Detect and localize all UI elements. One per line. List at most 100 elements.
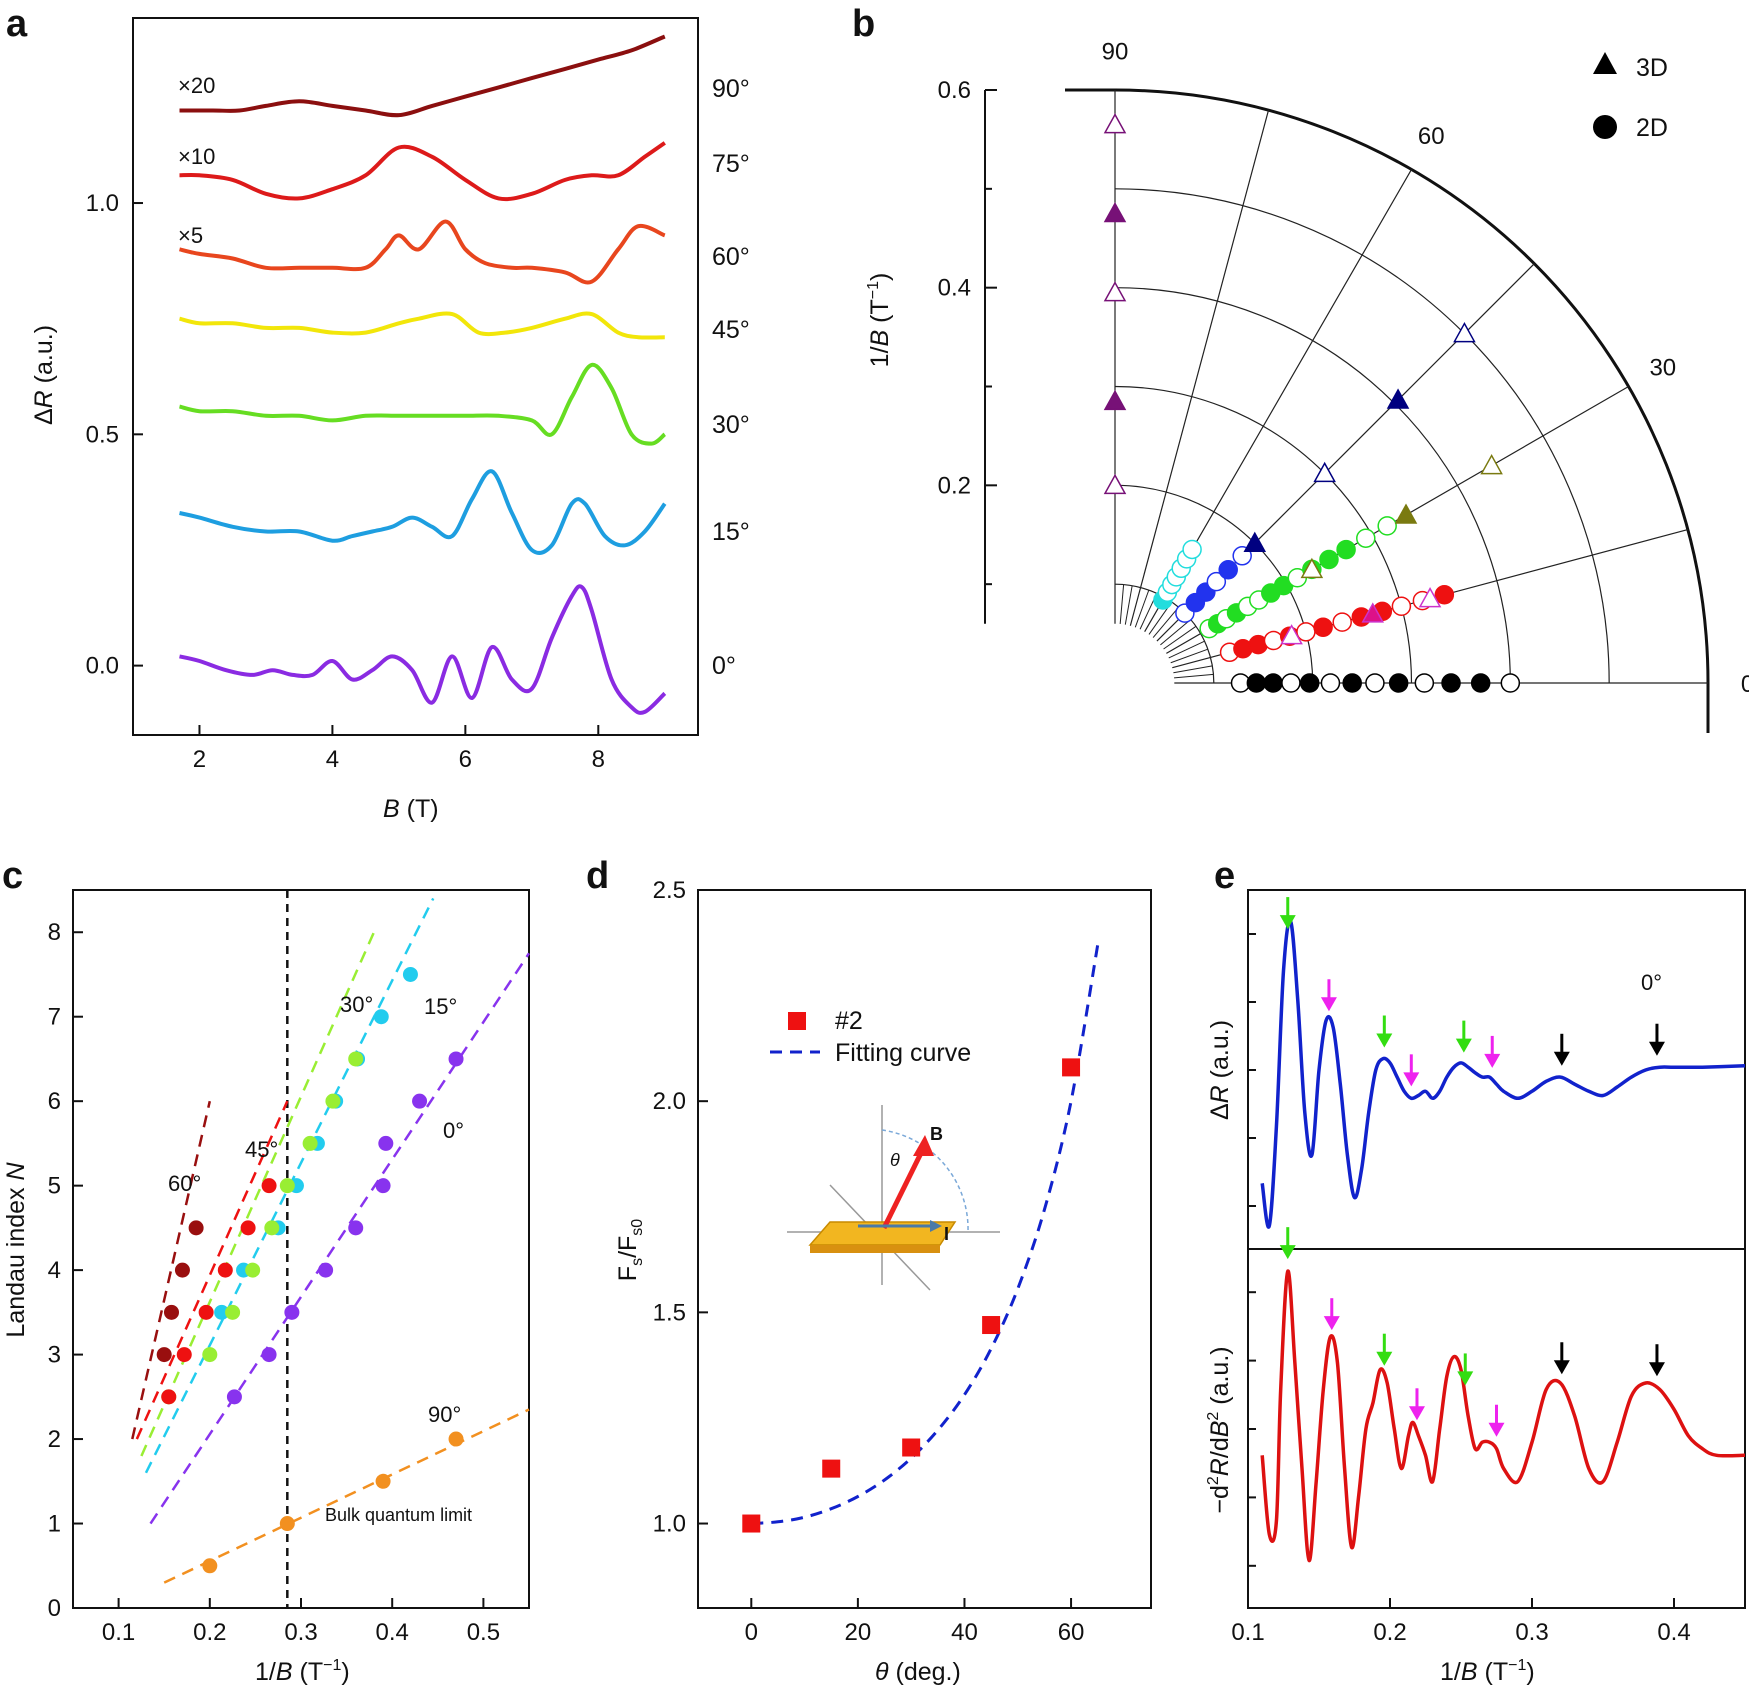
inset-b-arrow	[881, 1143, 928, 1230]
data-point	[176, 1347, 192, 1363]
panel-c-label-0: 0°	[443, 1118, 464, 1143]
data-point-triangle	[1313, 461, 1336, 483]
series-line-0	[179, 584, 667, 715]
y-tick-label: 1.0	[86, 190, 119, 217]
panel-a-angle-60: 60°	[712, 243, 750, 271]
polar-minor-spoke	[1152, 606, 1179, 638]
data-point	[225, 1304, 241, 1320]
data-point	[378, 1135, 394, 1151]
data-point-circle	[1441, 673, 1461, 693]
data-point-circle	[1263, 673, 1283, 693]
data-point	[264, 1220, 280, 1236]
data-point-circle	[1391, 596, 1412, 617]
top-arrow-head	[1553, 1051, 1570, 1066]
data-point-circle	[1281, 673, 1301, 693]
panel-a-xlabel: B (T)	[383, 795, 439, 823]
y-tick-label: 1.5	[653, 1299, 686, 1326]
data-point-square	[822, 1459, 841, 1478]
data-point	[198, 1304, 214, 1320]
data-point	[375, 1178, 391, 1194]
polar-minor-spoke	[1173, 665, 1213, 674]
series-line-6	[179, 34, 666, 118]
data-point-circle	[1434, 584, 1455, 605]
bottom-arrow-head	[1279, 1245, 1296, 1260]
panel-c-label-45: 45°	[245, 1137, 278, 1162]
data-point	[202, 1347, 218, 1363]
data-point-triangle	[1418, 587, 1442, 608]
data-point-circle	[1313, 617, 1333, 637]
data-point	[302, 1135, 318, 1151]
legend-label-2d: 2D	[1636, 114, 1668, 142]
data-point-circle	[1296, 622, 1316, 642]
data-point-circle	[1356, 528, 1376, 548]
x-tick-label: 0.4	[1657, 1619, 1690, 1646]
data-point-circle	[1246, 673, 1267, 693]
top-arrow-head	[1320, 997, 1337, 1012]
data-point	[202, 1558, 218, 1574]
top-arrow-head	[1279, 915, 1296, 930]
y-tick-label: 0	[48, 1595, 61, 1622]
series-line-3	[179, 311, 665, 340]
panel-e-xlabel: 1/B (T−1)	[1440, 1657, 1535, 1686]
series-line-5	[179, 141, 666, 202]
bottom-arrow-head	[1648, 1362, 1665, 1377]
data-point-circle	[1365, 673, 1385, 693]
polar-minor-spoke	[1160, 619, 1192, 646]
x-tick-label: 0.2	[193, 1619, 226, 1646]
polar-spoke	[1129, 110, 1270, 626]
data-point	[373, 1009, 389, 1025]
r-tick-label: 0.2	[938, 472, 971, 499]
angle-tick-label: 90	[1102, 38, 1129, 65]
x-tick-label: 0.3	[1515, 1619, 1548, 1646]
top-arrow-head	[1403, 1072, 1420, 1087]
x-tick-label: 40	[951, 1619, 978, 1646]
data-point	[402, 966, 418, 982]
panel-b-chart: 90 60 30 0 0.2 0.4 0.6 1/B (T−1) 3D 2D	[865, 38, 1749, 733]
r-tick-label: 0.4	[938, 275, 971, 302]
panel-d-ylabel: Fs/Fs0	[614, 1219, 646, 1282]
panel-c-label-30: 30°	[340, 992, 373, 1017]
data-point-circle	[1319, 549, 1339, 570]
x-tick-label: 0.3	[284, 1619, 317, 1646]
panel-a-angle-15: 15°	[712, 518, 750, 546]
y-tick-label: 1	[48, 1511, 61, 1538]
x-tick-label: 0.1	[102, 1619, 135, 1646]
y-tick-label: 8	[48, 919, 61, 946]
x-tick-label: 0	[745, 1619, 758, 1646]
data-point-triangle	[1480, 454, 1503, 475]
panel-c-label-60: 60°	[168, 1171, 201, 1196]
bottom-arrow-head	[1376, 1351, 1393, 1366]
series-line-4	[179, 219, 666, 285]
top-curve	[1260, 918, 1746, 1229]
x-tick-label: 0.1	[1231, 1619, 1264, 1646]
data-point-triangle	[1300, 557, 1324, 579]
fitting-curve	[751, 944, 1100, 1525]
polar-minor-spoke	[1174, 673, 1214, 679]
data-point-triangle	[1386, 388, 1410, 409]
fit-line-5	[163, 1408, 530, 1584]
series-line-1	[179, 469, 667, 555]
panel-b-ylabel: 1/B (T−1)	[865, 273, 894, 368]
legend-label-3d: 3D	[1636, 54, 1668, 82]
fit-line-3	[135, 1100, 289, 1440]
data-point-triangle	[1103, 281, 1127, 302]
panel-c-xlabel: 1/B (T−1)	[255, 1657, 350, 1686]
data-point-circle	[1206, 571, 1227, 592]
panel-label-b: b	[852, 3, 875, 45]
data-point-square	[742, 1514, 761, 1533]
fit-line-2	[140, 931, 376, 1457]
angle-tick-label: 0	[1741, 671, 1749, 698]
data-point	[245, 1262, 261, 1278]
data-point	[188, 1220, 204, 1236]
angle-tick-label: 60	[1418, 123, 1445, 150]
panel-c-annotation: Bulk quantum limit	[325, 1505, 472, 1525]
panel-a-angle-90: 90°	[712, 75, 750, 103]
data-point-triangle	[1361, 602, 1385, 623]
data-point	[448, 1431, 464, 1447]
inset-label-b: B	[930, 1124, 943, 1144]
y-tick-label: 6	[48, 1088, 61, 1115]
data-point-circle	[1332, 612, 1352, 632]
data-point	[348, 1220, 364, 1236]
legend-marker-3d	[1593, 52, 1617, 74]
panel-c-ylabel: Landau index N	[2, 1161, 30, 1337]
